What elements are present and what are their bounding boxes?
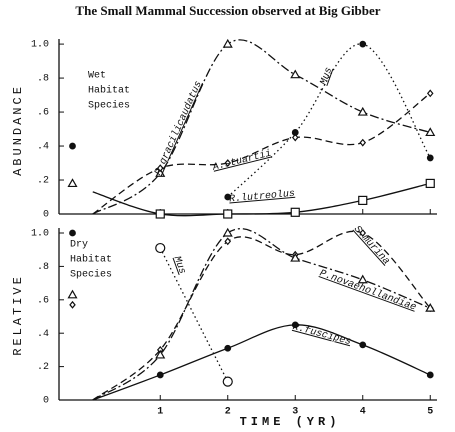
marker xyxy=(69,229,76,237)
series-label: P.gracilicaudatus xyxy=(152,79,204,177)
marker xyxy=(291,133,299,142)
marker xyxy=(155,242,166,254)
marker xyxy=(222,38,233,48)
series-line xyxy=(92,39,431,215)
marker xyxy=(155,209,165,219)
y-tick-label: .8 xyxy=(37,74,49,85)
marker xyxy=(69,142,76,150)
marker xyxy=(290,69,301,79)
x-tick-label: 3 xyxy=(292,407,298,418)
marker xyxy=(290,207,300,217)
series-label: R.lutreolus xyxy=(229,188,296,206)
annotation: Wet xyxy=(88,71,106,82)
series-label: P.novaehollandiae xyxy=(318,268,418,314)
marker xyxy=(223,209,233,219)
marker xyxy=(291,129,299,136)
series-line xyxy=(92,92,431,215)
y-tick-label: 1.0 xyxy=(31,229,49,240)
marker xyxy=(155,168,166,177)
marker xyxy=(358,195,368,206)
y-tick-label: .6 xyxy=(37,108,49,119)
series-label: Mus xyxy=(319,66,335,87)
marker xyxy=(222,376,233,387)
marker xyxy=(290,252,301,262)
marker xyxy=(357,106,368,116)
y-tick-label: .2 xyxy=(37,176,49,187)
series-label: S.murina xyxy=(351,224,392,268)
series-line xyxy=(227,43,431,198)
series-line xyxy=(92,324,431,401)
marker xyxy=(359,341,367,349)
marker xyxy=(67,178,78,188)
annotation: Dry xyxy=(70,240,88,251)
marker xyxy=(426,89,434,98)
chart-title: The Small Mammal Succession observed at … xyxy=(75,3,380,18)
series-line xyxy=(92,230,431,401)
marker xyxy=(426,371,434,379)
marker xyxy=(224,159,232,167)
marker xyxy=(67,289,78,299)
marker xyxy=(156,164,164,173)
marker xyxy=(156,371,164,379)
annotation: Habitat xyxy=(70,254,112,266)
marker xyxy=(359,40,367,48)
y-tick-label: .4 xyxy=(37,142,49,153)
y-tick-label: .2 xyxy=(37,362,49,373)
marker xyxy=(224,193,232,201)
y-tick-label: .8 xyxy=(37,262,49,273)
marker xyxy=(359,138,367,147)
series-label: A.stuartii xyxy=(211,148,273,174)
x-tick-label: 2 xyxy=(225,407,231,418)
series-label: R.fuscipes xyxy=(291,321,352,348)
series-line xyxy=(92,182,431,217)
x-axis-label: TIME (YR) xyxy=(240,415,341,429)
y-tick-label: 1.0 xyxy=(31,40,49,51)
marker xyxy=(425,178,435,189)
x-tick-label: 1 xyxy=(157,407,163,418)
marker xyxy=(224,344,232,352)
y-tick-label: .6 xyxy=(37,295,49,306)
marker xyxy=(359,229,367,237)
marker xyxy=(426,154,434,162)
annotation: Species xyxy=(88,100,130,112)
annotation: Species xyxy=(70,269,112,281)
y-tick-label: 0 xyxy=(43,210,49,221)
marker xyxy=(357,274,368,284)
marker xyxy=(425,127,436,137)
marker xyxy=(69,300,76,309)
marker xyxy=(425,302,436,312)
marker xyxy=(291,321,299,329)
x-tick-label: 4 xyxy=(360,407,366,418)
y-axis-label: ABUNDANCE xyxy=(11,84,25,176)
marker xyxy=(155,349,166,359)
annotation: Habitat xyxy=(88,85,130,97)
x-tick-label: 5 xyxy=(427,407,433,418)
marker xyxy=(224,237,232,246)
y-tick-label: .4 xyxy=(37,329,49,340)
y-axis-label: RELATIVE xyxy=(11,274,25,356)
y-tick-label: 0 xyxy=(43,396,49,407)
marker xyxy=(222,227,233,237)
